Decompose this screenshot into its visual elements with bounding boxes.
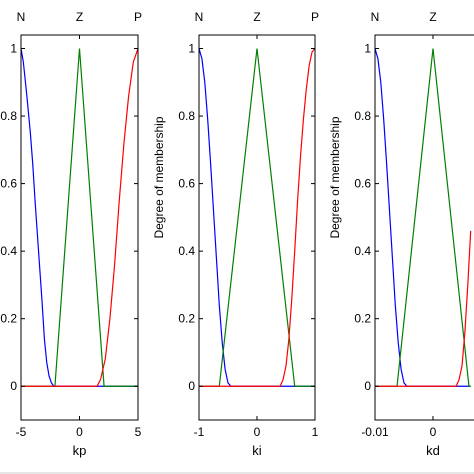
y-tick-label: 0.6	[354, 177, 371, 191]
y-tick-label: 1	[364, 42, 371, 56]
series-line-P	[199, 48, 315, 387]
y-axis-label: Degree of membership	[152, 116, 166, 238]
series-line-N	[375, 48, 471, 387]
x-tick-label: 0	[254, 425, 261, 439]
mf-label-N: N	[371, 10, 380, 24]
mf-label-Z: Z	[253, 10, 260, 24]
plot-frame	[20, 34, 139, 421]
x-tick-label: 1	[312, 425, 319, 439]
y-tick-label: 0.6	[178, 177, 195, 191]
y-tick-label: 0	[364, 379, 371, 393]
series-line-Z	[199, 48, 315, 387]
x-tick-label: 0	[76, 425, 83, 439]
series-line-Z	[21, 48, 138, 387]
series-group	[199, 48, 315, 387]
y-tick-label: 0.6	[0, 177, 17, 191]
mf-label-P: P	[134, 10, 142, 24]
y-tick-label: 0.4	[354, 244, 371, 258]
x-tick-label: -5	[16, 425, 27, 439]
mf-label-Z: Z	[429, 10, 436, 24]
plot-frame	[198, 34, 316, 421]
y-tick-label: 0.2	[0, 312, 17, 326]
x-axis-label: kp	[73, 443, 87, 458]
series-line-N	[199, 48, 315, 387]
series-group	[21, 48, 138, 387]
y-tick-label: 0.2	[354, 312, 371, 326]
y-tick-label: 0.4	[0, 244, 17, 258]
y-tick-label: 0.8	[354, 109, 371, 123]
mf-label-N: N	[17, 10, 26, 24]
y-tick-label: 1	[188, 42, 195, 56]
x-axis-label: ki	[252, 443, 262, 458]
mf-label-P: P	[311, 10, 319, 24]
x-tick-label: -1	[194, 425, 205, 439]
y-tick-label: 0.8	[178, 109, 195, 123]
series-line-P	[21, 48, 138, 387]
chart-panel-kd: 0 0.2 0.4 0.6 0.8 1 -0.01 0 N Zkd Degree of member…	[328, 10, 474, 458]
y-tick-label: 0.4	[178, 244, 195, 258]
y-axis-label: Degree of membership	[328, 116, 342, 238]
y-tick-label: 0.2	[178, 312, 195, 326]
y-tick-label: 0	[10, 379, 17, 393]
chart-panel-kp: 0 0.2 0.4 0.6 0.8 1 -5 0 5 N Z Pkp	[0, 10, 142, 458]
y-tick-label: 0	[188, 379, 195, 393]
mf-label-N: N	[195, 10, 204, 24]
y-tick-label: 1	[10, 42, 17, 56]
chart-panel-ki: 0 0.2 0.4 0.6 0.8 1 -1 0 1 N Z Pki Degree of members…	[152, 10, 319, 458]
y-tick-label: 0.8	[0, 109, 17, 123]
series-group	[375, 48, 472, 387]
x-tick-label: 0	[430, 425, 437, 439]
series-line-N	[21, 48, 138, 387]
series-line-P	[375, 230, 472, 387]
mf-label-Z: Z	[76, 10, 83, 24]
x-axis-label: kd	[426, 443, 440, 458]
plot-frame	[374, 34, 474, 421]
x-tick-label: 5	[135, 425, 142, 439]
x-tick-label: -0.01	[361, 425, 389, 439]
